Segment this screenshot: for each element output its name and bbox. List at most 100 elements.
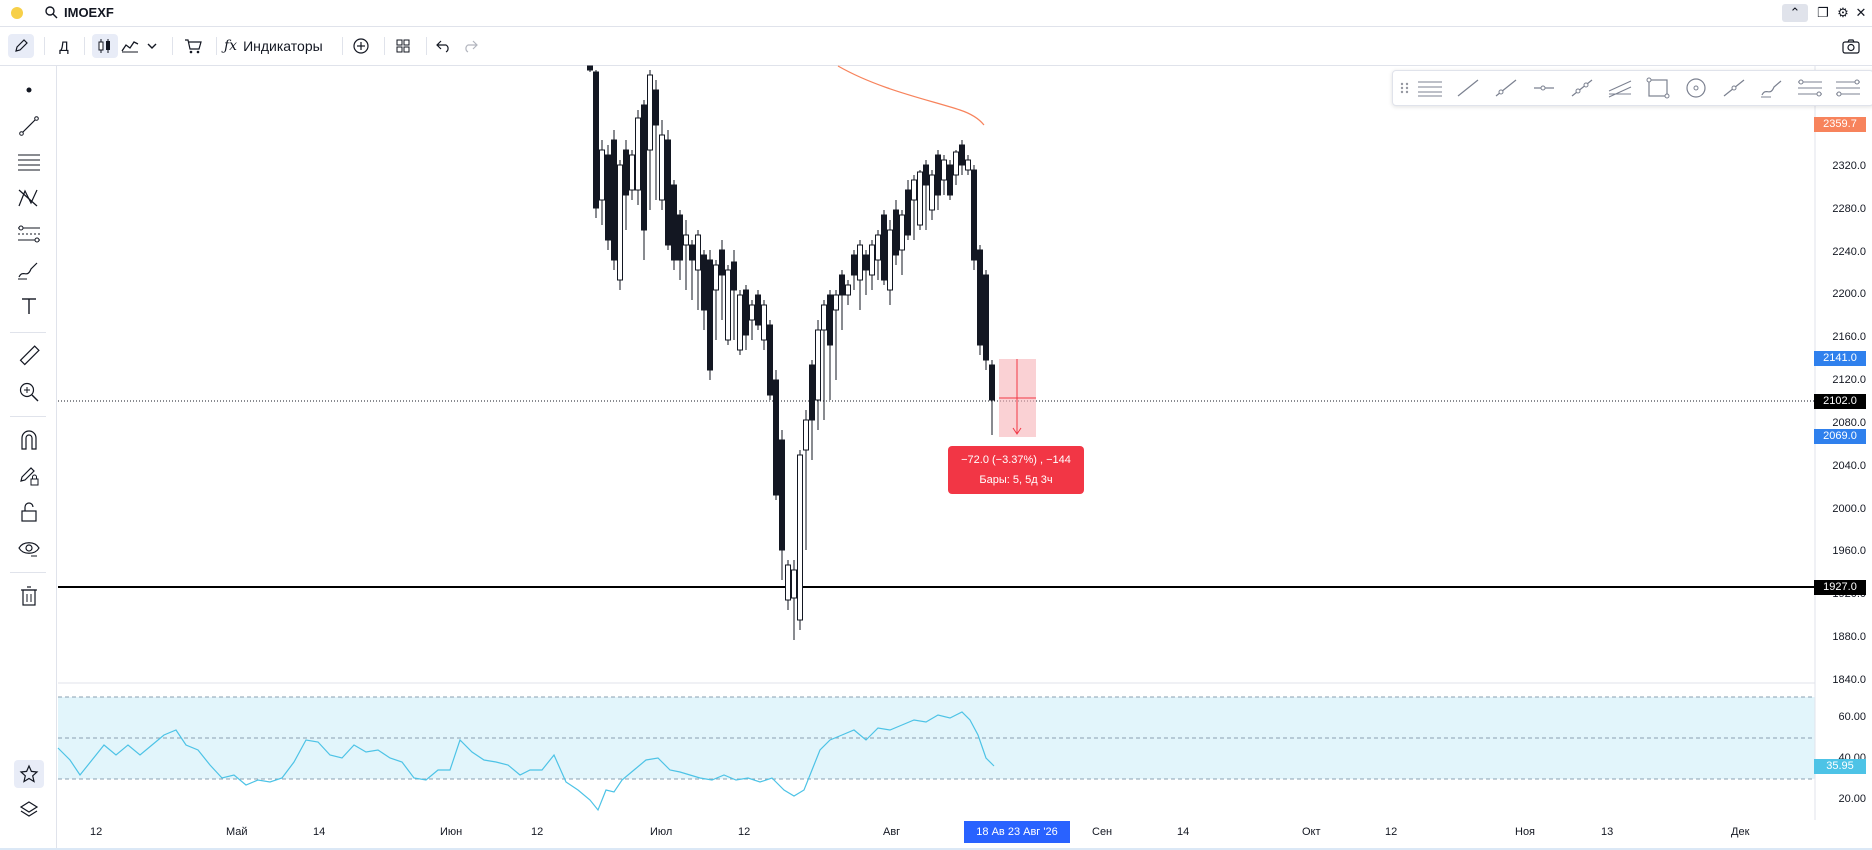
candle-body <box>707 259 713 371</box>
candle-body <box>629 154 635 191</box>
brush-tool-icon[interactable] <box>1759 77 1785 99</box>
time-tick: Дек <box>1731 826 1750 838</box>
chevron-up-icon[interactable]: ⌃ <box>1782 4 1808 22</box>
rectangle-icon[interactable] <box>1645 77 1671 99</box>
redo-icon[interactable] <box>458 34 482 58</box>
candle-body <box>677 214 683 261</box>
time-tick: Сен <box>1092 826 1113 838</box>
time-tick: 12 <box>738 826 751 838</box>
candle-body <box>641 104 647 231</box>
candle-body <box>761 304 767 341</box>
magnet-icon[interactable] <box>14 426 44 454</box>
chevron-down-icon[interactable] <box>142 34 162 58</box>
cart-icon[interactable] <box>180 34 206 58</box>
search-icon[interactable] <box>44 5 58 19</box>
rsi-tick: 20.00 <box>1838 793 1866 805</box>
fib-tools-icon[interactable] <box>14 220 44 248</box>
candle-body <box>935 154 941 196</box>
pencil-icon[interactable] <box>8 34 34 58</box>
gear-icon[interactable]: ⚙ <box>1837 5 1849 20</box>
time-highlight-tag: 18 Ав 23 Авг '26 <box>964 821 1070 843</box>
candle-body <box>827 294 833 346</box>
interval-button[interactable]: Д <box>59 38 69 54</box>
candle-body <box>887 229 893 291</box>
candle-body <box>947 164 953 196</box>
candle-body <box>809 364 815 421</box>
lock-drawing-icon[interactable] <box>14 462 44 490</box>
time-tick: 12 <box>1385 826 1398 838</box>
parallel-lines-icon[interactable] <box>1417 77 1443 99</box>
candle-body <box>893 209 899 256</box>
ray-icon[interactable] <box>1493 77 1519 99</box>
brush-icon[interactable] <box>14 256 44 284</box>
extended-line-icon[interactable] <box>1569 77 1595 99</box>
ruler-icon[interactable] <box>14 342 44 370</box>
symbol-title[interactable]: IMOEXF <box>64 5 114 20</box>
price-tick: 2240.0 <box>1832 246 1866 258</box>
restore-icon[interactable]: ❐ <box>1817 5 1829 20</box>
eye-icon[interactable] <box>14 534 44 562</box>
measure-arrow-head <box>1012 427 1022 435</box>
layout-grid-icon[interactable] <box>390 34 416 58</box>
time-tick: 12 <box>531 826 544 838</box>
candle-body <box>671 184 677 261</box>
candle-body <box>869 244 875 276</box>
moving-average-line <box>837 65 985 126</box>
horizontal-ray-icon[interactable] <box>1531 77 1557 99</box>
time-tick: 14 <box>1177 826 1190 838</box>
candle-body <box>767 324 773 396</box>
indicators-label: Индикаторы <box>243 38 323 54</box>
price-tick: 1840.0 <box>1832 674 1866 686</box>
trend-line-icon[interactable] <box>14 112 44 140</box>
text-icon[interactable] <box>14 292 44 320</box>
divider <box>10 332 46 333</box>
horizontal-lines-icon[interactable] <box>14 148 44 176</box>
candle-body <box>959 144 965 166</box>
channel-icon[interactable] <box>1607 77 1633 99</box>
candle-body <box>989 364 995 401</box>
candles-icon[interactable] <box>92 34 118 58</box>
unlock-icon[interactable] <box>14 498 44 526</box>
pattern-icon[interactable] <box>14 184 44 212</box>
arrow-line-icon[interactable] <box>1721 77 1747 99</box>
close-icon[interactable]: ✕ <box>1855 5 1867 20</box>
candle-body <box>593 71 599 209</box>
zoom-in-icon[interactable] <box>14 378 44 406</box>
candle-body <box>773 379 779 496</box>
measure-info-box: −72.0 (−3.37%) , −144 Бары: 5, 5д 3ч <box>948 446 1084 494</box>
layers-icon[interactable] <box>14 796 44 824</box>
fib-levels-icon[interactable] <box>1797 77 1823 99</box>
gann-icon[interactable] <box>1835 77 1861 99</box>
divider <box>342 37 343 55</box>
candles-group <box>587 65 995 640</box>
time-tick: Авг <box>883 826 901 838</box>
camera-icon[interactable] <box>1838 34 1864 58</box>
candle-body <box>719 249 725 276</box>
candle-body <box>833 294 839 311</box>
measure-bottom-price-tag: 2069.0 <box>1814 429 1866 444</box>
circle-icon[interactable] <box>1683 77 1709 99</box>
cursor-dot-icon[interactable] <box>14 76 44 104</box>
candle-body <box>725 269 731 341</box>
add-circle-icon[interactable] <box>348 34 374 58</box>
price-tick: 2320.0 <box>1832 160 1866 172</box>
status-dot <box>11 7 23 19</box>
line-tool-icon[interactable] <box>1455 77 1481 99</box>
floating-drawing-toolbar <box>1392 70 1872 106</box>
star-icon[interactable] <box>14 760 44 788</box>
area-chart-icon[interactable] <box>118 34 142 58</box>
ma-price-tag: 2359.7 <box>1814 117 1866 132</box>
candle-body <box>623 149 629 196</box>
indicators-button[interactable]: ƒx Индикаторы <box>224 34 334 58</box>
drag-handle-icon[interactable] <box>1399 77 1413 99</box>
price-tick: 2040.0 <box>1832 460 1866 472</box>
undo-icon[interactable] <box>432 34 456 58</box>
candle-body <box>839 274 845 296</box>
candle-body <box>905 189 911 236</box>
time-tick: Июн <box>440 826 463 838</box>
time-tick: Окт <box>1302 826 1321 838</box>
candle-body <box>779 439 785 551</box>
candle-body <box>785 564 791 601</box>
trash-icon[interactable] <box>14 582 44 610</box>
